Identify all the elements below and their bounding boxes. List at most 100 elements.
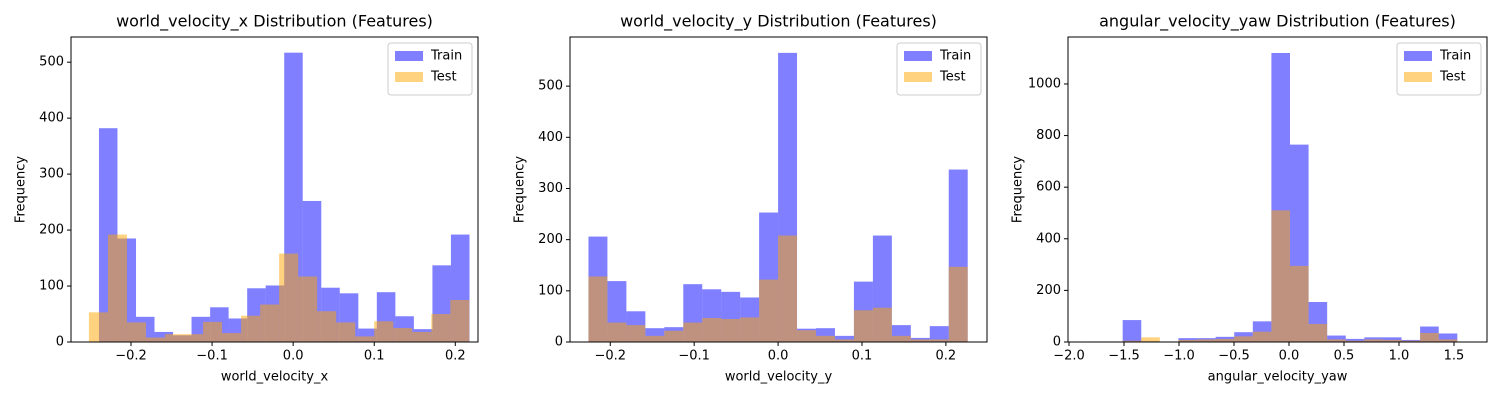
x-tick-label: 1.5 <box>1444 349 1465 364</box>
histogram-bar <box>1382 339 1402 342</box>
legend-label: Test <box>1439 70 1466 85</box>
histogram-bar <box>872 307 892 342</box>
histogram-bar <box>929 326 949 342</box>
histogram-bar <box>317 311 337 342</box>
histogram-bar <box>184 334 204 342</box>
x-tick-label: 0.2 <box>445 349 466 364</box>
x-tick-label: 0.2 <box>936 349 957 364</box>
histogram-bar <box>1289 265 1309 342</box>
legend-label: Test <box>939 70 966 85</box>
histogram-bar <box>336 322 356 342</box>
histogram-bar <box>1252 331 1272 342</box>
legend-swatch <box>904 72 932 82</box>
histogram-bar <box>431 314 451 342</box>
legend-swatch <box>1404 72 1432 82</box>
histogram-bar <box>702 317 722 342</box>
legend-label: Train <box>1439 49 1471 64</box>
y-tick-label: 0 <box>555 335 563 350</box>
histogram-bar <box>1327 335 1346 342</box>
histogram-bar <box>626 325 646 342</box>
histogram-bar <box>1178 339 1198 342</box>
y-tick-label: 500 <box>39 55 64 70</box>
histogram-bar <box>1438 333 1458 342</box>
x-axis-label: world_velocity_y <box>725 370 833 385</box>
x-tick-label: −0.2 <box>115 349 147 364</box>
histogram-bar <box>126 322 146 342</box>
histogram-bar <box>1197 339 1216 342</box>
histogram-bar <box>683 322 703 342</box>
histogram-bar <box>891 335 911 342</box>
histogram-bar <box>241 315 261 342</box>
x-tick-label: 0.1 <box>852 349 873 364</box>
histogram-bar <box>1141 337 1160 342</box>
histogram-bar <box>222 333 242 342</box>
histogram-bar <box>355 336 375 342</box>
histogram-bar <box>645 335 665 342</box>
histogram-bar <box>1215 338 1235 342</box>
histogram-bar <box>374 321 394 342</box>
histogram-bar <box>948 266 968 342</box>
histogram-bar <box>721 318 741 342</box>
histogram-bar <box>834 335 854 342</box>
x-tick-label: −1.5 <box>1108 349 1140 364</box>
histogram-bar <box>1438 339 1458 342</box>
axes-frame <box>70 36 479 343</box>
histogram-bar <box>1234 336 1253 342</box>
subplot: −0.2 −0.1 0.0 0.1 0.2 0 100 200 300 400 500 world_v… <box>14 12 479 385</box>
histogram-bar <box>164 334 185 342</box>
x-tick-label: 1.0 <box>1389 349 1410 364</box>
y-tick-label: 600 <box>1036 180 1061 195</box>
histogram-bar <box>1122 340 1142 342</box>
histogram-bar <box>740 317 760 342</box>
y-tick-label: 300 <box>39 167 64 182</box>
y-axis-label: Frequency <box>1011 156 1026 223</box>
histogram-bar <box>107 234 127 342</box>
x-tick-label: −1.0 <box>1163 349 1195 364</box>
y-tick-label: 400 <box>538 130 563 145</box>
y-tick-label: 200 <box>538 232 563 247</box>
legend: Train Test <box>387 42 473 96</box>
y-tick-label: 0 <box>56 335 64 350</box>
histogram-bar <box>298 276 318 342</box>
histogram-bar <box>607 322 627 342</box>
histogram-bar <box>1345 338 1365 342</box>
y-tick-label: 200 <box>39 223 64 238</box>
x-tick-label: −2.0 <box>1053 349 1085 364</box>
chart-title: world_velocity_y Distribution (Features) <box>620 12 937 32</box>
legend-swatch <box>904 51 932 61</box>
histogram-bar <box>260 304 280 342</box>
histogram-bar <box>1401 340 1421 342</box>
histogram-bar <box>145 337 165 342</box>
histogram-bar <box>279 253 299 342</box>
histogram-bar <box>1382 337 1402 342</box>
y-tick-label: 400 <box>1036 231 1061 246</box>
histogram-bar <box>1345 340 1365 342</box>
histogram-bar <box>1271 210 1290 342</box>
histogram-bar <box>664 330 684 342</box>
y-axis-label: Frequency <box>513 156 528 223</box>
subplot: −2.0 −1.5 −1.0 −0.5 0.0 0.5 1.0 1.5 0 200 400 600 80… <box>1011 12 1488 385</box>
histogram-bar <box>1122 320 1142 342</box>
y-tick-label: 400 <box>39 111 64 126</box>
legend-label: Train <box>430 49 462 64</box>
histogram-bar <box>816 335 835 342</box>
histogram-bar <box>1420 332 1439 342</box>
histogram-bar <box>88 312 108 342</box>
legend: Train Test <box>896 42 982 96</box>
histogram-bar <box>588 276 608 342</box>
subplot: −0.2 −0.1 0.0 0.1 0.2 0 100 200 300 400 500 world_v… <box>513 12 988 385</box>
legend-swatch <box>1404 51 1432 61</box>
x-tick-label: 0.0 <box>768 349 789 364</box>
legend-label: Test <box>430 70 457 85</box>
histogram-bar <box>797 330 817 342</box>
x-tick-label: −0.5 <box>1218 349 1250 364</box>
histogram-bar <box>450 300 470 342</box>
x-tick-label: −0.2 <box>594 349 626 364</box>
histogram-bar <box>834 339 854 342</box>
chart-title: world_velocity_x Distribution (Features) <box>116 12 433 32</box>
histogram-bar <box>393 328 413 342</box>
histogram-bar <box>853 310 873 342</box>
y-tick-label: 1000 <box>1028 76 1061 91</box>
y-tick-label: 100 <box>538 283 563 298</box>
x-tick-label: −0.1 <box>196 349 228 364</box>
